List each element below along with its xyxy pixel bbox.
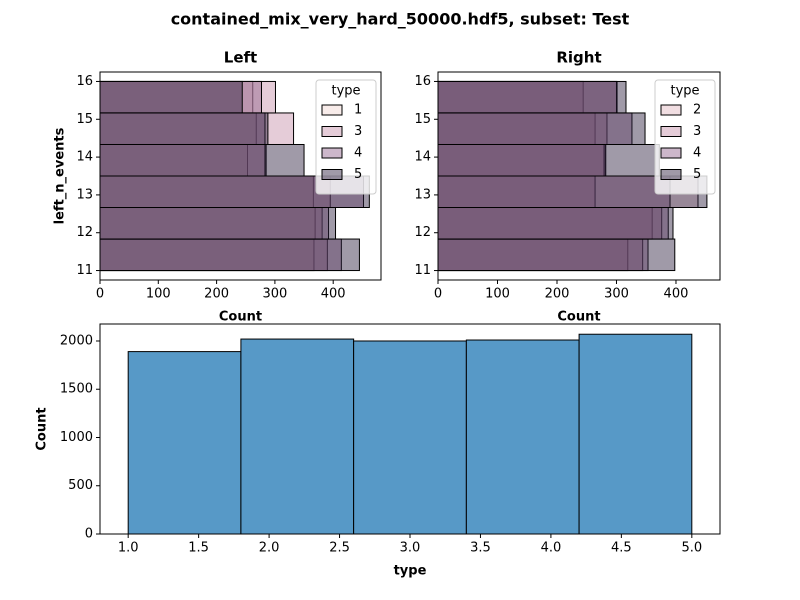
y-tick-label: 12 (414, 225, 431, 240)
bar (99, 143, 267, 177)
bar (99, 238, 315, 272)
bar (99, 112, 269, 145)
y-axis-label: Count (35, 407, 50, 450)
y-tick-label: 11 (414, 263, 431, 278)
x-tick-label: 400 (664, 287, 689, 302)
y-tick-label: 12 (76, 225, 93, 240)
x-tick-label: 1.0 (118, 541, 139, 556)
legend-swatch (321, 104, 343, 116)
legend-label: 2 (693, 103, 701, 118)
axes-title: Left (224, 49, 257, 67)
figure-title: contained_mix_very_hard_50000.hdf5, subs… (171, 10, 630, 29)
axes-frame (437, 71, 721, 281)
legend-swatch (660, 126, 682, 137)
y-tick-label: 15 (414, 112, 431, 127)
y-tick-label: 16 (414, 74, 431, 89)
bar (578, 333, 693, 535)
bar (437, 238, 649, 272)
bar (99, 238, 360, 272)
y-tick-label: 14 (76, 150, 93, 165)
legend-label: 4 (354, 146, 362, 161)
axes-title: Right (556, 49, 601, 67)
y-tick-label: 11 (76, 263, 93, 278)
legend-swatch (660, 104, 682, 116)
legend-label: 5 (354, 167, 362, 182)
x-tick-label: 0 (96, 287, 104, 302)
bar (437, 207, 663, 240)
legend-label: 5 (693, 167, 701, 182)
y-axis-label: left_n_events (53, 127, 68, 224)
bar (99, 80, 243, 114)
y-tick-label: 1000 (60, 430, 93, 445)
bar (437, 175, 596, 209)
legend-swatch (660, 147, 682, 159)
bar (437, 207, 653, 240)
y-tick-label: 1500 (60, 382, 93, 397)
bar (437, 80, 627, 114)
x-tick-label: 2.0 (259, 541, 280, 556)
bar (240, 338, 355, 535)
x-tick-label: 200 (545, 287, 570, 302)
x-axis-label: Count (557, 310, 600, 325)
legend-swatch (321, 147, 343, 159)
bar (353, 340, 467, 535)
y-tick-label: 13 (76, 187, 93, 202)
legend-title: type (670, 84, 699, 99)
x-tick-label: 4.5 (611, 541, 632, 556)
x-tick-label: 100 (485, 287, 510, 302)
legend-label: 3 (693, 124, 701, 139)
legend-label: 4 (693, 146, 701, 161)
bar (99, 143, 305, 177)
bar (437, 143, 607, 177)
legend-box (315, 79, 377, 195)
bar (437, 207, 674, 240)
x-tick-label: 400 (321, 287, 346, 302)
x-axis-label: type (394, 564, 427, 579)
y-tick-label: 0 (85, 527, 93, 542)
bar (437, 238, 676, 272)
x-axis-label: Count (219, 310, 262, 325)
y-tick-label: 13 (414, 187, 431, 202)
legend-label: 3 (354, 124, 362, 139)
y-tick-label: 14 (414, 150, 431, 165)
y-tick-label: 15 (76, 112, 93, 127)
bar (437, 143, 606, 177)
x-tick-label: 5.0 (681, 541, 702, 556)
bar (99, 80, 276, 114)
bar (437, 112, 646, 145)
legend-swatch (321, 169, 343, 180)
x-tick-label: 2.5 (329, 541, 350, 556)
bar (99, 207, 316, 240)
y-tick-label: 16 (76, 74, 93, 89)
legend-swatch (321, 126, 343, 137)
legend-box (654, 79, 716, 195)
bar (127, 351, 242, 535)
x-tick-label: 1.5 (188, 541, 209, 556)
y-tick-label: 2000 (60, 333, 93, 348)
legend-title: type (331, 84, 360, 99)
bar (437, 143, 660, 177)
x-tick-label: 3.0 (400, 541, 421, 556)
x-tick-label: 300 (604, 287, 629, 302)
legend-label: 1 (354, 103, 362, 118)
x-tick-label: 4.0 (541, 541, 562, 556)
bar (99, 143, 248, 177)
axes-frame (99, 71, 382, 281)
legend-swatch (660, 169, 682, 180)
x-tick-label: 3.5 (470, 541, 491, 556)
x-tick-label: 300 (262, 287, 287, 302)
x-tick-label: 200 (204, 287, 229, 302)
bar (99, 207, 337, 240)
x-tick-label: 0 (434, 287, 442, 302)
bar (465, 339, 580, 535)
x-tick-label: 100 (146, 287, 171, 302)
y-tick-label: 500 (68, 478, 93, 493)
bar (99, 112, 295, 145)
